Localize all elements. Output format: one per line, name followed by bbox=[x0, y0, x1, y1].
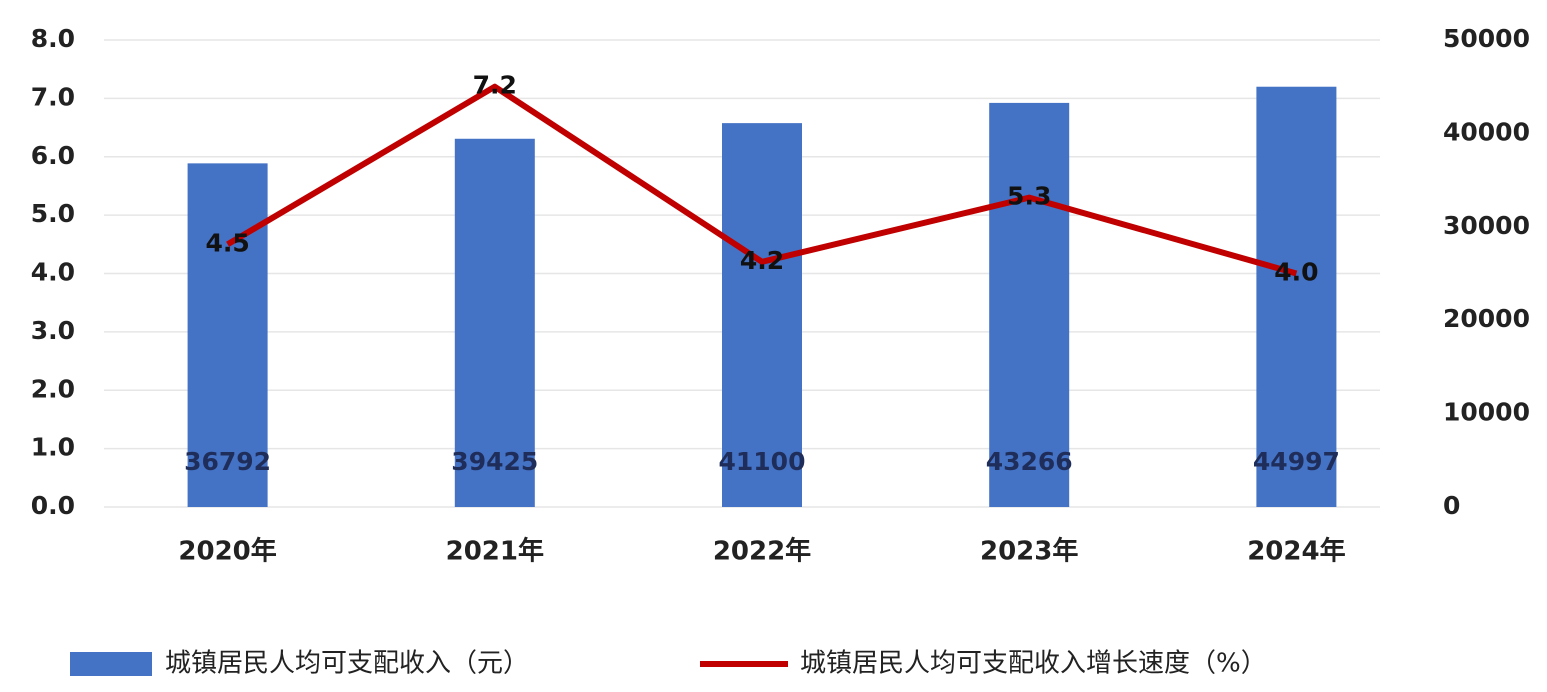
line-value-label: 7.2 bbox=[473, 71, 517, 100]
bar bbox=[722, 123, 802, 507]
legend-label: 城镇居民人均可支配收入（元） bbox=[165, 649, 529, 679]
bar bbox=[454, 138, 535, 507]
legend-swatch bbox=[70, 652, 152, 676]
line-value-label: 4.2 bbox=[740, 246, 784, 275]
y2-tick-label: 30000 bbox=[1443, 211, 1530, 240]
y-tick-label: 5.0 bbox=[31, 199, 75, 228]
x-tick-label: 2020年 bbox=[178, 536, 276, 567]
line-value-label: 4.0 bbox=[1274, 258, 1318, 287]
bar-value-label: 44997 bbox=[1253, 447, 1340, 476]
y2-tick-label: 40000 bbox=[1443, 117, 1530, 146]
line bbox=[226, 83, 1298, 277]
line-value-label: 4.5 bbox=[205, 228, 249, 257]
y2-tick-label: 10000 bbox=[1443, 398, 1530, 427]
y-tick-label: 3.0 bbox=[31, 316, 75, 345]
y-tick-label: 7.0 bbox=[31, 82, 75, 111]
bar-value-label: 36792 bbox=[184, 447, 271, 476]
y-tick-label: 1.0 bbox=[31, 433, 75, 462]
y-tick-label: 8.0 bbox=[31, 24, 75, 53]
y2-tick-label: 50000 bbox=[1443, 24, 1530, 53]
bar bbox=[187, 163, 268, 507]
line-value-label: 5.3 bbox=[1007, 182, 1051, 211]
bar-value-label: 41100 bbox=[719, 447, 806, 476]
x-tick-label: 2023年 bbox=[980, 536, 1078, 567]
y2-tick-label: 20000 bbox=[1443, 304, 1530, 333]
bar-value-label: 43266 bbox=[986, 447, 1073, 476]
bar bbox=[989, 102, 1070, 507]
y-tick-label: 4.0 bbox=[31, 258, 75, 287]
x-tick-label: 2024年 bbox=[1247, 536, 1345, 567]
y-tick-label: 0.0 bbox=[31, 491, 75, 520]
bar bbox=[1256, 86, 1337, 507]
x-tick-label: 2021年 bbox=[446, 536, 544, 567]
legend-label: 城镇居民人均可支配收入增长速度（%） bbox=[800, 649, 1267, 679]
bar-value-label: 39425 bbox=[451, 447, 538, 476]
x-tick-label: 2022年 bbox=[713, 536, 811, 567]
y2-tick-label: 0 bbox=[1443, 491, 1460, 520]
y-tick-label: 6.0 bbox=[31, 141, 75, 170]
y-tick-label: 2.0 bbox=[31, 374, 75, 403]
